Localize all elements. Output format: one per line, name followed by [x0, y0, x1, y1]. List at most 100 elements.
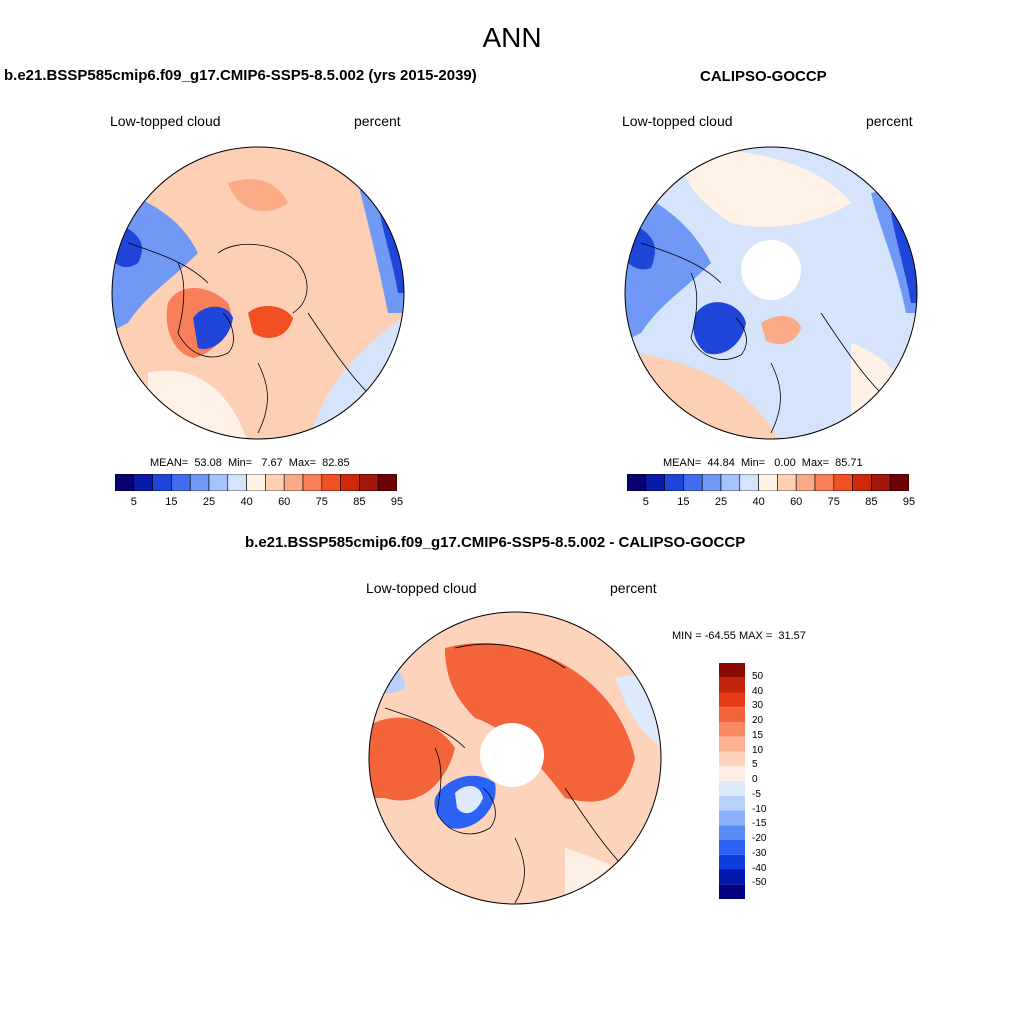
colorbar-swatch	[627, 474, 647, 491]
colorbar-swatch	[719, 854, 745, 870]
colorbar-swatch	[871, 474, 891, 491]
colorbar-swatch	[189, 474, 210, 491]
colorbar-swatch	[719, 840, 745, 855]
colorbar-swatch	[359, 474, 379, 491]
colorbar-swatch	[340, 474, 360, 491]
colorbar-tick-label: 20	[752, 715, 764, 726]
colorbar-tick-label: 60	[790, 496, 803, 508]
panel-1-coastline	[177, 262, 234, 358]
colorbar-swatch	[208, 474, 229, 491]
colorbar-swatch	[701, 474, 722, 491]
colorbar-tick-label: 10	[752, 744, 764, 756]
colorbar-swatch	[719, 766, 745, 781]
panel-1-polar-map	[111, 146, 405, 440]
colorbar-tick-label: 85	[353, 496, 366, 508]
colorbar-tick-label: -40	[752, 862, 767, 874]
panel-1-map-boundary	[111, 146, 405, 440]
colorbar-tick-label: 25	[714, 496, 728, 508]
panel-1-colorbar-ticks: 5 15 25 40 60 75 85 95	[115, 496, 403, 510]
panel-2-stats: MEAN= 44.84 Min= 0.00 Max= 85.71	[663, 457, 863, 469]
panel-3-colorbar-ticks: 50 40 30 20 15 10 5 0 -5 -10 -15 -20 -30 -40 -50	[752, 663, 792, 899]
colorbar-swatch	[719, 781, 745, 796]
panel-1-field-greenland	[193, 306, 233, 349]
colorbar-swatch	[719, 884, 745, 899]
panel-1-stats: MEAN= 53.08 Min= 7.67 Max= 82.85	[150, 457, 350, 469]
colorbar-tick-label: 5	[130, 496, 137, 508]
figure-title: ANN	[482, 22, 542, 53]
colorbar-swatch	[321, 474, 341, 491]
colorbar-swatch	[720, 474, 741, 491]
colorbar-tick-label: 75	[827, 496, 840, 508]
colorbar-swatch	[719, 677, 745, 693]
panel-2-variable-label: Low-topped cloud	[622, 113, 733, 129]
colorbar-tick-label: 15	[677, 496, 690, 508]
colorbar-swatch	[719, 736, 745, 752]
colorbar-tick-label: 60	[278, 496, 291, 508]
colorbar-swatch	[719, 825, 745, 840]
colorbar-swatch	[719, 795, 745, 811]
colorbar-tick-label: -50	[752, 877, 767, 889]
colorbar-tick-label: -30	[752, 847, 767, 859]
colorbar-tick-label: 15	[752, 729, 764, 741]
colorbar-swatch	[302, 474, 323, 491]
colorbar-swatch	[719, 751, 745, 767]
colorbar-swatch	[283, 474, 304, 491]
colorbar-swatch	[719, 810, 745, 826]
colorbar-swatch	[833, 474, 853, 491]
colorbar-tick-label: 0	[752, 774, 758, 785]
colorbar-tick-label: 40	[752, 685, 764, 697]
panel-3-colorbar	[719, 663, 745, 899]
colorbar-tick-label: 95	[902, 496, 916, 508]
colorbar-swatch	[115, 474, 135, 491]
panel-3-stats: MIN = -64.55 MAX = 31.57	[672, 630, 806, 642]
colorbar-tick-label: -10	[752, 803, 767, 815]
colorbar-tick-label: -20	[752, 833, 767, 844]
colorbar-swatch	[852, 474, 872, 491]
panel-2-colorbar-ticks: 5 15 25 40 60 75 85 95	[627, 496, 915, 510]
panel-3-title: b.e21.BSSP585cmip6.f09_g17.CMIP6-SSP5-8.…	[245, 534, 746, 551]
colorbar-swatch	[664, 474, 684, 491]
colorbar-swatch	[683, 474, 703, 491]
colorbar-tick-label: 95	[390, 496, 404, 508]
colorbar-swatch	[133, 474, 153, 491]
panel-3-variable-label: Low-topped cloud	[366, 580, 477, 596]
colorbar-swatch	[719, 707, 745, 722]
panel-2-units-label: percent	[866, 113, 913, 129]
colorbar-swatch	[377, 474, 397, 491]
panel-2-coastline	[690, 272, 747, 360]
colorbar-swatch	[645, 474, 665, 491]
colorbar-swatch	[227, 474, 247, 491]
colorbar-swatch	[719, 869, 745, 885]
colorbar-swatch	[719, 692, 745, 708]
colorbar-tick-label: -15	[752, 818, 767, 830]
colorbar-tick-label: 40	[752, 496, 765, 508]
colorbar-tick-label: 40	[240, 496, 253, 508]
colorbar-swatch	[777, 474, 797, 491]
colorbar-swatch	[246, 474, 266, 491]
panel-2-map-boundary	[624, 146, 918, 440]
colorbar-swatch	[719, 722, 745, 737]
panel-3-map-boundary	[368, 611, 662, 905]
panel-3-missing-data-hole	[480, 723, 544, 787]
colorbar-tick-label: 50	[752, 670, 764, 682]
colorbar-tick-label: 15	[165, 496, 178, 508]
colorbar-tick-label: 5	[642, 496, 649, 508]
panel-1-variable-label: Low-topped cloud	[110, 113, 221, 129]
panel-3-units-label: percent	[610, 580, 657, 596]
panel-2-missing-data-hole	[741, 240, 801, 300]
panel-1-units-label: percent	[354, 113, 401, 129]
panel-1-colorbar	[115, 474, 397, 491]
colorbar-tick-label: 75	[315, 496, 328, 508]
panel-2-field-greenland	[693, 302, 746, 355]
panel-2-title: CALIPSO-GOCCP	[700, 68, 827, 85]
colorbar-swatch	[719, 663, 745, 678]
colorbar-tick-label: 30	[752, 700, 764, 712]
panel-1-field-barents-red	[248, 306, 293, 338]
colorbar-tick-label: 5	[752, 759, 758, 771]
colorbar-tick-label: -5	[752, 788, 761, 800]
panel-3-coastline	[434, 747, 496, 835]
colorbar-swatch	[171, 474, 191, 491]
colorbar-swatch	[814, 474, 835, 491]
colorbar-tick-label: 85	[865, 496, 878, 508]
panel-3-polar-map	[368, 611, 662, 905]
